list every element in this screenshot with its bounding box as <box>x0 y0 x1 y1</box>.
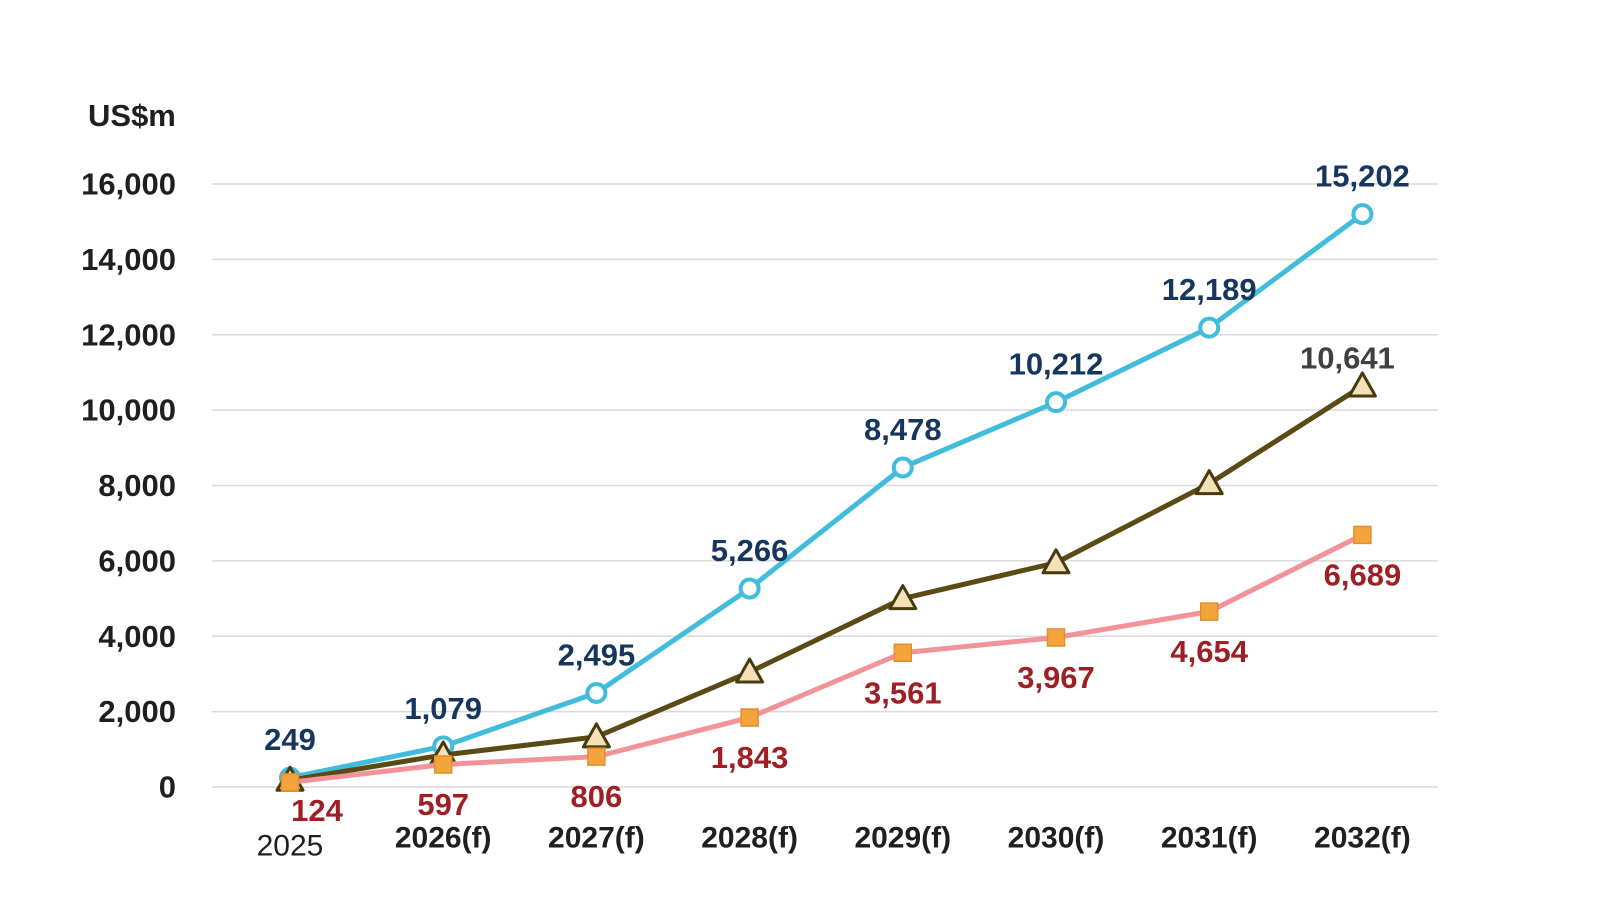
data-label: 249 <box>264 722 316 757</box>
data-label: 3,967 <box>1017 660 1095 695</box>
data-label: 8,478 <box>864 412 942 447</box>
series-square-markers <box>280 525 1372 792</box>
x-axis-label: 2031(f) <box>1161 822 1258 855</box>
data-label: 3,561 <box>864 675 942 710</box>
y-axis-tick-label: 10,000 <box>81 393 176 428</box>
y-axis-tick-label: 14,000 <box>81 242 176 277</box>
square-marker <box>1046 628 1066 647</box>
data-label: 4,654 <box>1170 634 1248 669</box>
x-axis-label: 2027(f) <box>548 822 645 855</box>
triangle-marker <box>1041 548 1071 575</box>
y-axis-tick-label: 16,000 <box>81 167 176 202</box>
y-axis-tick-label: 12,000 <box>81 317 176 352</box>
circle-marker <box>1351 203 1374 226</box>
y-axis-tick-labels: 0 2,000 4,000 6,000 8,000 10,000 12,000 14,000 1… <box>81 167 176 805</box>
square-marker <box>280 773 300 792</box>
series-square-markers-line <box>287 532 1365 785</box>
series-triangle-markers <box>275 371 1377 792</box>
circle-marker <box>1045 391 1067 414</box>
data-label: 806 <box>571 779 623 814</box>
square-marker <box>433 755 453 774</box>
data-label: 597 <box>417 787 469 822</box>
series-circle-markers-line <box>287 211 1365 781</box>
triangle-marker <box>888 584 918 611</box>
triangle-marker <box>1194 469 1224 496</box>
circle-marker <box>1198 316 1221 339</box>
y-axis-tick-label: 0 <box>159 770 176 805</box>
square-marker <box>1353 525 1372 545</box>
data-label: 10,641 <box>1300 340 1395 375</box>
data-label: 124 <box>291 793 343 828</box>
triangle-marker <box>581 722 611 749</box>
y-axis-tick-label: 2,000 <box>98 694 176 729</box>
y-axis-tick-label: 8,000 <box>98 468 176 503</box>
x-axis-labels: 2025 2026(f) 2027(f) 2028(f) 2029(f) 2030(f) 2… <box>257 822 1411 863</box>
data-label: 12,189 <box>1162 272 1257 307</box>
triangle-marker <box>1347 371 1377 398</box>
x-axis-label: 2032(f) <box>1314 822 1411 855</box>
x-axis-label: 2026(f) <box>395 822 492 855</box>
circle-marker <box>891 456 914 479</box>
triangle-marker <box>735 657 765 684</box>
data-labels: 249 1,079 2,495 5,266 8,478 10,212 12,189 15,20… <box>264 159 1410 828</box>
x-axis-label: 2028(f) <box>701 822 798 855</box>
data-label: 1,843 <box>711 740 789 775</box>
data-label: 10,212 <box>1009 347 1104 382</box>
x-axis-label: 2030(f) <box>1008 822 1105 855</box>
x-axis-label: 2025 <box>257 830 324 863</box>
series-triangle-markers-line <box>287 383 1365 783</box>
data-label: 5,266 <box>711 533 789 568</box>
circle-marker <box>585 681 608 704</box>
square-marker <box>740 708 759 727</box>
circle-marker <box>738 577 761 600</box>
y-axis-tick-label: 4,000 <box>98 619 176 654</box>
data-label: 1,079 <box>404 691 482 726</box>
square-marker <box>893 643 913 663</box>
y-axis-tick-label: 6,000 <box>98 543 176 578</box>
data-label: 6,689 <box>1324 557 1402 592</box>
x-axis-label: 2029(f) <box>854 822 951 855</box>
square-marker <box>1199 602 1219 621</box>
data-label: 2,495 <box>558 637 636 672</box>
square-marker <box>587 747 606 766</box>
data-label: 15,202 <box>1315 159 1410 194</box>
y-axis-title: US$m <box>88 98 176 133</box>
